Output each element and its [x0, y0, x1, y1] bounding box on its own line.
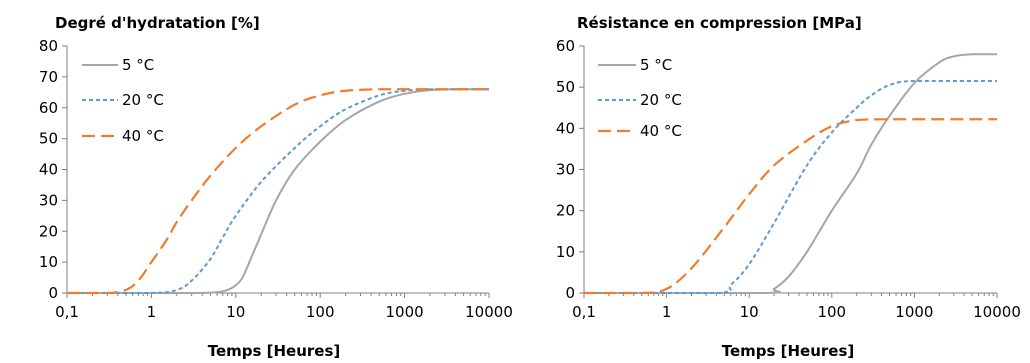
y-ticks: 0 10 20 30 40 50 60: [556, 37, 575, 302]
legend-label-5c: 5 °C: [122, 56, 154, 74]
y-tick-label: 20: [39, 222, 58, 240]
x-tick-label: 1: [147, 303, 157, 321]
x-ticks: 0,1 1 10 100 1000 10000: [572, 303, 1021, 321]
series-line-40-c: [66, 88, 489, 295]
x-axis-label: Temps [Heures]: [208, 342, 341, 360]
x-tick-label: 0,1: [572, 303, 596, 321]
series-line-5-c: [66, 88, 489, 295]
y-tick-label: 30: [556, 161, 575, 179]
legend-label-40c: 40 °C: [122, 127, 164, 145]
y-ticks: 0 10 20 30 40 50 60 70 80: [39, 37, 58, 302]
hydration-chart: Degré d'hydratation [%] Temps [Heures] 0…: [39, 14, 513, 360]
legend-label-40c: 40 °C: [640, 122, 682, 140]
x-tick-label: 1000: [895, 303, 933, 321]
legend-label-20c: 20 °C: [640, 91, 682, 109]
y-tick-label: 10: [39, 253, 58, 271]
y-tick-label: 80: [39, 37, 58, 55]
axes: [579, 45, 998, 298]
y-tick-label: 20: [556, 202, 575, 220]
axes: [62, 45, 490, 298]
series-line-20-c: [583, 79, 997, 295]
x-tick-label: 100: [306, 303, 335, 321]
x-axis-label: Temps [Heures]: [722, 342, 855, 360]
x-tick-label: 1: [662, 303, 672, 321]
series-lines: [583, 53, 997, 295]
x-tick-label: 10: [740, 303, 759, 321]
chart-title: Résistance en compression [MPa]: [577, 14, 862, 32]
y-tick-label: 60: [556, 37, 575, 55]
y-tick-label: 0: [48, 284, 58, 302]
legend-label-20c: 20 °C: [122, 91, 164, 109]
series-line-20-c: [66, 88, 489, 295]
legend: 5 °C 20 °C 40 °C: [598, 56, 682, 140]
y-tick-label: 40: [39, 161, 58, 179]
y-tick-label: 50: [556, 78, 575, 96]
series-line-40-c: [583, 118, 997, 295]
x-tick-label: 0,1: [55, 303, 79, 321]
x-tick-label: 10000: [465, 303, 513, 321]
y-tick-label: 70: [39, 68, 58, 86]
x-tick-label: 1000: [386, 303, 424, 321]
series-line-5-c: [583, 53, 997, 295]
y-tick-label: 60: [39, 99, 58, 117]
series-lines: [66, 88, 489, 295]
legend: 5 °C 20 °C 40 °C: [82, 56, 164, 145]
x-ticks: 0,1 1 10 100 1000 10000: [55, 303, 513, 321]
compression-chart: Résistance en compression [MPa] Temps [H…: [556, 14, 1021, 360]
y-tick-label: 30: [39, 191, 58, 209]
x-tick-label: 10000: [973, 303, 1021, 321]
legend-label-5c: 5 °C: [640, 56, 672, 74]
x-tick-label: 10: [226, 303, 245, 321]
y-tick-label: 50: [39, 130, 58, 148]
y-tick-label: 0: [565, 284, 575, 302]
chart-title: Degré d'hydratation [%]: [55, 14, 260, 32]
y-tick-label: 10: [556, 243, 575, 261]
y-tick-label: 40: [556, 119, 575, 137]
x-tick-label: 100: [817, 303, 846, 321]
